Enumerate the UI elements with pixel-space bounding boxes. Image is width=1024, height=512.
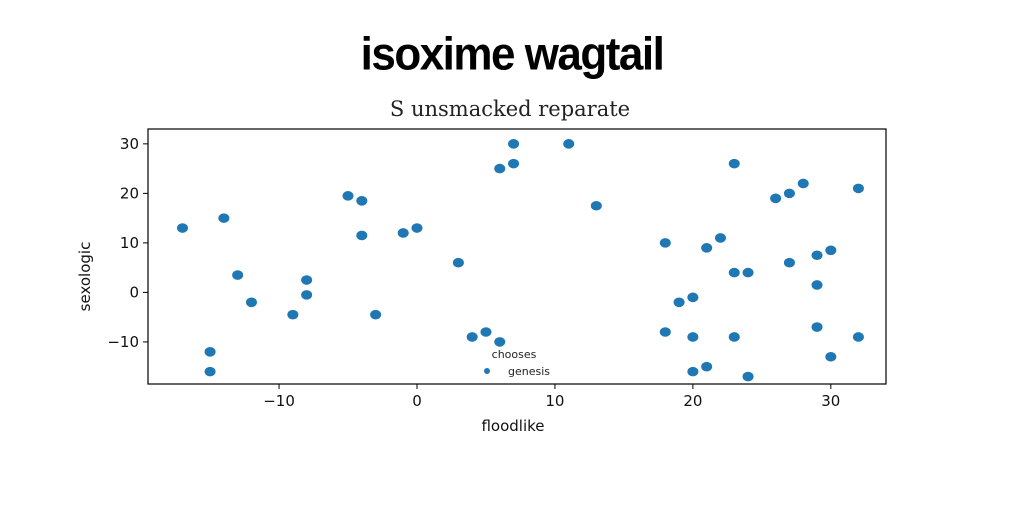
data-point [301, 275, 313, 285]
legend: chooses genesis [484, 348, 550, 378]
data-point [825, 351, 837, 362]
y-tick-label: 20 [120, 184, 139, 202]
plot-frame [147, 128, 887, 385]
data-point [770, 193, 782, 204]
data-point [687, 366, 699, 377]
y-axis-label: sexologic [76, 242, 94, 312]
main-title: isoxime wagtail [360, 28, 665, 81]
data-point [176, 223, 188, 233]
data-point [301, 290, 313, 300]
x-tick-label: 20 [683, 392, 702, 410]
y-tick-label: −10 [107, 333, 139, 351]
legend-title: chooses [492, 348, 537, 361]
data-point [673, 297, 685, 308]
y-axis: −10 0 10 20 30 [107, 135, 148, 351]
data-point [742, 267, 754, 278]
x-tick-label: 30 [821, 392, 840, 410]
data-point [370, 309, 382, 320]
data-point [811, 280, 823, 290]
data-point [411, 223, 423, 233]
data-point [232, 270, 244, 280]
data-point [728, 267, 740, 278]
legend-label: genesis [508, 365, 550, 378]
y-tick-label: 30 [120, 135, 139, 153]
data-point [659, 327, 671, 337]
plot-border [147, 128, 887, 385]
data-point [508, 158, 520, 169]
data-point [783, 257, 795, 268]
data-point [245, 297, 257, 308]
x-tick-label: −10 [263, 392, 295, 410]
data-point [687, 332, 699, 342]
data-point [742, 371, 754, 382]
data-point [356, 230, 368, 241]
data-point [728, 158, 740, 169]
data-point [287, 309, 299, 320]
data-point [701, 243, 713, 253]
data-points [176, 139, 864, 382]
y-tick-label: 0 [129, 283, 139, 301]
data-point [797, 178, 809, 189]
data-point [452, 257, 464, 268]
data-point [342, 191, 354, 201]
data-point [783, 188, 795, 199]
data-point [356, 195, 368, 206]
data-point [701, 361, 713, 372]
x-axis-label: floodlike [481, 417, 544, 435]
data-point [563, 139, 575, 149]
y-tick-label: 10 [120, 234, 139, 252]
x-tick-label: 0 [412, 392, 422, 410]
legend-marker [484, 368, 490, 374]
data-point [204, 366, 216, 377]
data-point [852, 183, 864, 194]
data-point [466, 332, 478, 342]
data-point [204, 347, 216, 357]
data-point [852, 332, 864, 342]
data-point [659, 238, 671, 248]
data-point [811, 322, 823, 332]
data-point [728, 332, 740, 342]
data-point [508, 139, 520, 149]
chart-subtitle: S unsmacked reparate [390, 97, 630, 121]
data-point [480, 327, 492, 337]
data-point [590, 200, 602, 211]
data-point [687, 292, 699, 303]
data-point [811, 250, 823, 261]
data-point [825, 245, 837, 256]
data-point [397, 228, 409, 238]
x-tick-label: 10 [545, 392, 564, 410]
data-point [494, 163, 506, 174]
data-point [714, 233, 726, 243]
data-point [494, 337, 506, 347]
data-point [218, 213, 230, 223]
x-axis: −10 0 10 20 30 [263, 384, 840, 410]
